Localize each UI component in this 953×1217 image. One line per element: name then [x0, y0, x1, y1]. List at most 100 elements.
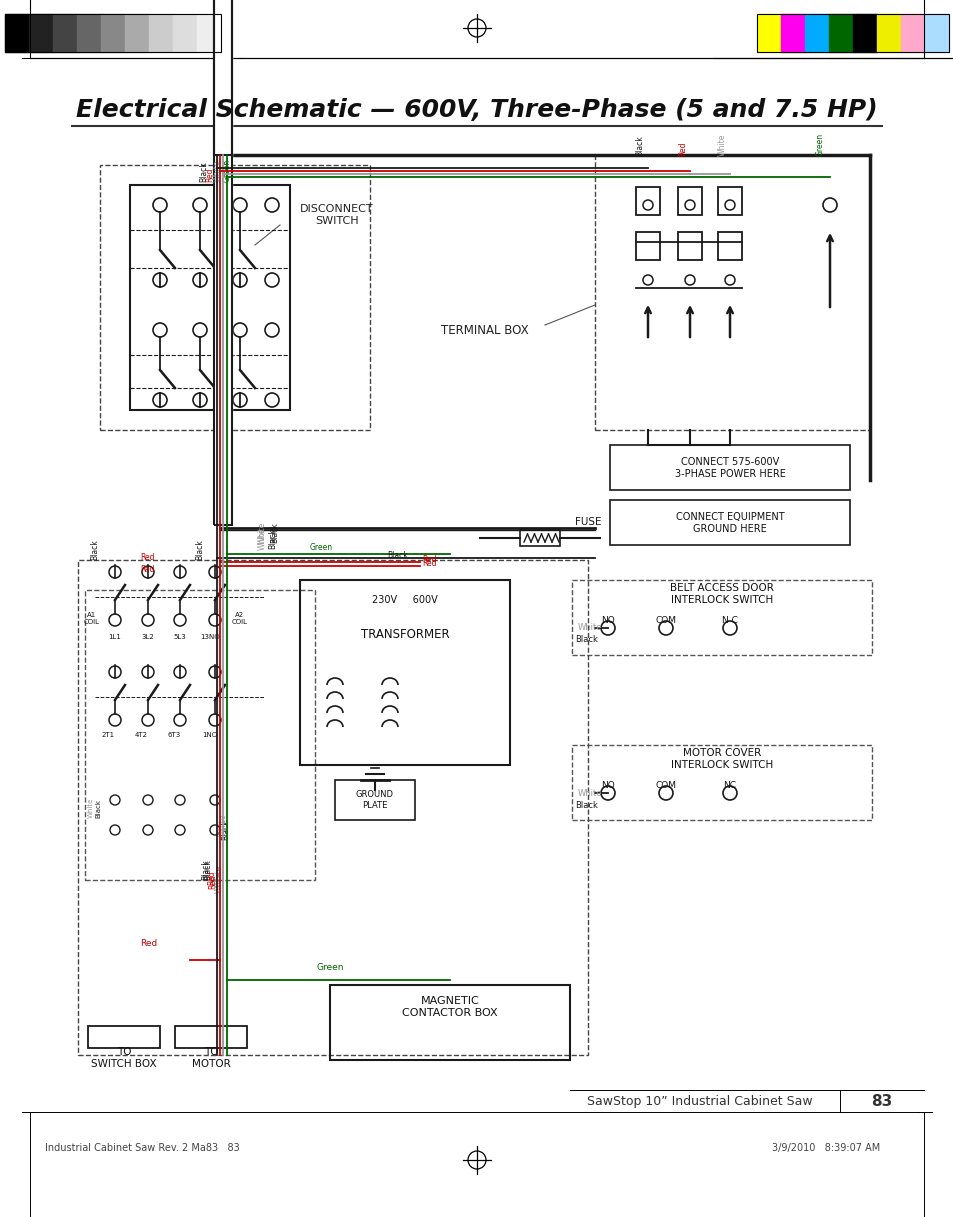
Text: Green: Green — [222, 159, 232, 183]
Bar — [678, 187, 701, 215]
Bar — [852, 15, 876, 52]
Bar — [213, 0, 232, 155]
Bar — [636, 232, 659, 260]
Text: 1L1: 1L1 — [109, 634, 121, 640]
Bar — [77, 15, 101, 52]
Text: Black: Black — [199, 161, 209, 183]
Text: White: White — [213, 159, 221, 183]
Bar — [299, 581, 510, 765]
Text: White: White — [257, 528, 267, 550]
Text: SawStop 10” Industrial Cabinet Saw: SawStop 10” Industrial Cabinet Saw — [587, 1095, 812, 1109]
Text: Green: Green — [310, 543, 333, 551]
Bar — [678, 232, 701, 260]
Bar — [781, 15, 804, 52]
Bar — [172, 15, 196, 52]
Text: Black: Black — [268, 528, 276, 549]
Text: GROUND
PLATE: GROUND PLATE — [355, 790, 394, 809]
Text: Red: Red — [205, 168, 214, 183]
Text: TO
SWITCH BOX: TO SWITCH BOX — [91, 1047, 156, 1069]
Text: N C: N C — [721, 616, 738, 626]
Bar — [900, 15, 924, 52]
Bar — [101, 15, 125, 52]
Text: NO: NO — [600, 781, 615, 790]
Text: COM: COM — [655, 781, 676, 790]
Text: Black: Black — [575, 801, 598, 809]
Text: Red: Red — [140, 566, 154, 574]
Text: 4T2: 4T2 — [134, 731, 148, 738]
Text: White: White — [717, 134, 726, 156]
Text: Red: Red — [678, 141, 687, 156]
Bar — [757, 15, 781, 52]
Bar — [636, 187, 659, 215]
Text: MOTOR COVER
INTERLOCK SWITCH: MOTOR COVER INTERLOCK SWITCH — [670, 748, 772, 770]
Text: A2
COIL: A2 COIL — [232, 612, 248, 626]
Text: Black: Black — [201, 859, 210, 880]
Text: Black: Black — [221, 819, 231, 840]
Bar — [5, 15, 29, 52]
Bar — [213, 0, 232, 525]
Text: White: White — [214, 865, 224, 887]
Text: 1NO: 1NO — [202, 731, 217, 738]
Text: DISCONNECT
SWITCH: DISCONNECT SWITCH — [299, 204, 374, 226]
Bar — [5, 15, 221, 52]
Text: TRANSFORMER: TRANSFORMER — [360, 628, 449, 641]
Text: NC: NC — [722, 781, 736, 790]
Text: A1
COIL: A1 COIL — [84, 612, 100, 626]
Text: Red: Red — [207, 870, 215, 885]
Text: Red: Red — [422, 555, 436, 563]
Bar — [804, 15, 828, 52]
Bar — [78, 560, 587, 1055]
Text: White: White — [257, 522, 267, 544]
Text: Black: Black — [203, 859, 212, 880]
Bar — [174, 1026, 247, 1048]
Text: COM: COM — [655, 616, 676, 626]
Text: 2T1: 2T1 — [101, 731, 114, 738]
Bar — [609, 500, 849, 545]
Bar — [609, 445, 849, 490]
Bar — [595, 155, 869, 430]
Text: CONNECT EQUIPMENT
GROUND HERE: CONNECT EQUIPMENT GROUND HERE — [675, 512, 783, 534]
Bar — [85, 590, 314, 880]
Text: Industrial Cabinet Saw Rev. 2 Ma83   83: Industrial Cabinet Saw Rev. 2 Ma83 83 — [45, 1143, 239, 1152]
Bar — [149, 15, 172, 52]
Text: FUSE: FUSE — [575, 517, 601, 527]
Text: Black: Black — [270, 522, 278, 543]
Text: Black: Black — [194, 539, 204, 560]
Bar — [828, 15, 852, 52]
Text: Black: Black — [90, 539, 99, 560]
Text: Green: Green — [815, 133, 823, 156]
Text: MAGNETIC
CONTACTOR BOX: MAGNETIC CONTACTOR BOX — [402, 997, 497, 1017]
Text: Red: Red — [422, 559, 436, 567]
Bar — [213, 0, 232, 155]
Text: Electrical Schematic — 600V, Three-Phase (5 and 7.5 HP): Electrical Schematic — 600V, Three-Phase… — [76, 99, 877, 122]
Text: Red: Red — [140, 940, 157, 948]
Bar — [213, 0, 232, 525]
Text: Black: Black — [575, 635, 598, 645]
Bar — [100, 166, 370, 430]
Text: 13NO: 13NO — [200, 634, 219, 640]
Text: White: White — [578, 789, 602, 797]
Text: White: White — [214, 871, 224, 893]
Text: White: White — [578, 623, 602, 633]
Bar — [718, 232, 741, 260]
Bar — [876, 15, 900, 52]
Text: BELT ACCESS DOOR
INTERLOCK SWITCH: BELT ACCESS DOOR INTERLOCK SWITCH — [669, 583, 773, 605]
Text: 5L3: 5L3 — [173, 634, 186, 640]
Text: NO: NO — [600, 616, 615, 626]
Bar — [330, 985, 569, 1060]
Bar — [519, 529, 559, 546]
Bar — [572, 745, 871, 820]
Bar — [718, 187, 741, 215]
Bar — [924, 15, 948, 52]
Text: CONNECT 575-600V
3-PHASE POWER HERE: CONNECT 575-600V 3-PHASE POWER HERE — [674, 458, 784, 478]
Bar — [29, 15, 53, 52]
Text: Black: Black — [387, 550, 408, 560]
Bar — [130, 185, 290, 410]
Text: 3L2: 3L2 — [141, 634, 154, 640]
Text: White: White — [218, 814, 227, 836]
Text: TERMINAL BOX: TERMINAL BOX — [440, 324, 528, 336]
Bar — [88, 1026, 160, 1048]
Bar — [53, 15, 77, 52]
Bar — [572, 581, 871, 655]
Bar — [125, 15, 149, 52]
